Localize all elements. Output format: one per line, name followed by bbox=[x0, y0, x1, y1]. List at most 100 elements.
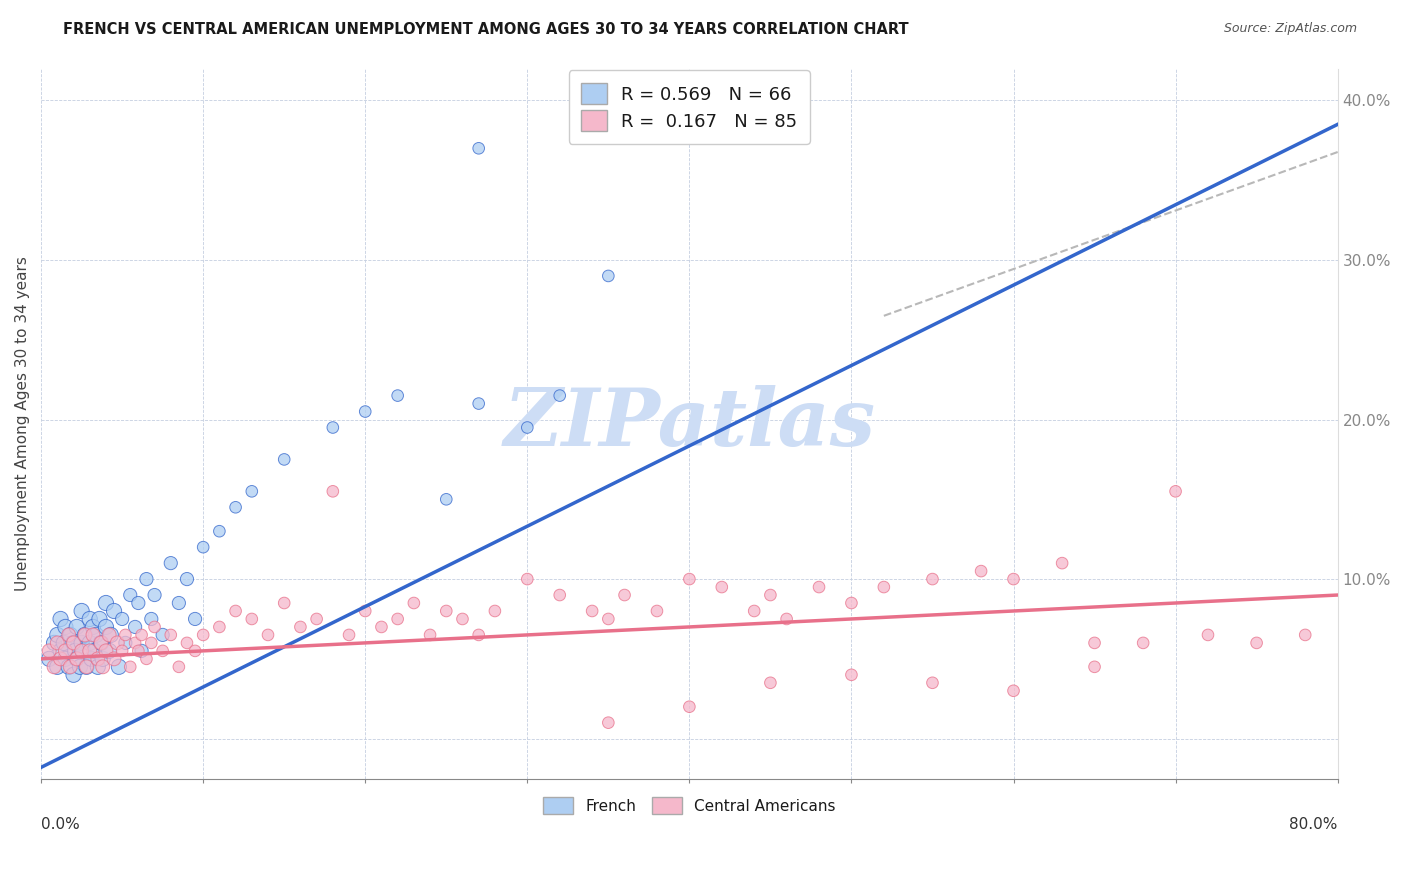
Point bbox=[387, 388, 409, 402]
Point bbox=[141, 636, 163, 650]
Point bbox=[193, 540, 215, 554]
Point bbox=[759, 588, 782, 602]
Point bbox=[775, 612, 797, 626]
Legend: French, Central Americans: French, Central Americans bbox=[537, 790, 842, 821]
Point bbox=[111, 612, 134, 626]
Point bbox=[841, 668, 863, 682]
Point bbox=[152, 644, 174, 658]
Point bbox=[290, 620, 312, 634]
Text: Source: ZipAtlas.com: Source: ZipAtlas.com bbox=[1223, 22, 1357, 36]
Point bbox=[434, 604, 457, 618]
Point bbox=[240, 612, 263, 626]
Point bbox=[79, 612, 101, 626]
Point bbox=[548, 588, 571, 602]
Point bbox=[613, 588, 636, 602]
Point bbox=[402, 596, 425, 610]
Point bbox=[103, 604, 125, 618]
Point bbox=[124, 620, 146, 634]
Point bbox=[678, 699, 700, 714]
Point bbox=[548, 388, 571, 402]
Point bbox=[873, 580, 896, 594]
Point bbox=[72, 644, 94, 658]
Text: 0.0%: 0.0% bbox=[41, 817, 80, 832]
Point bbox=[82, 620, 104, 634]
Point bbox=[100, 628, 122, 642]
Point bbox=[90, 636, 112, 650]
Point bbox=[467, 628, 489, 642]
Point bbox=[76, 660, 98, 674]
Point bbox=[167, 596, 190, 610]
Point bbox=[66, 620, 89, 634]
Point bbox=[135, 652, 157, 666]
Point bbox=[921, 675, 943, 690]
Point bbox=[87, 660, 110, 674]
Point bbox=[970, 564, 993, 578]
Point bbox=[759, 675, 782, 690]
Point bbox=[91, 652, 114, 666]
Point bbox=[337, 628, 360, 642]
Point bbox=[55, 644, 77, 658]
Point bbox=[80, 652, 103, 666]
Point bbox=[46, 636, 69, 650]
Point bbox=[66, 652, 89, 666]
Y-axis label: Unemployment Among Ages 30 to 34 years: Unemployment Among Ages 30 to 34 years bbox=[15, 256, 30, 591]
Point bbox=[69, 660, 91, 674]
Point bbox=[120, 660, 142, 674]
Point bbox=[1246, 636, 1268, 650]
Point bbox=[598, 268, 620, 283]
Point bbox=[94, 620, 117, 634]
Point bbox=[581, 604, 603, 618]
Point bbox=[98, 644, 121, 658]
Point bbox=[354, 404, 377, 418]
Point bbox=[52, 636, 75, 650]
Point bbox=[322, 484, 344, 499]
Point bbox=[1050, 556, 1073, 570]
Point bbox=[598, 612, 620, 626]
Point bbox=[176, 636, 198, 650]
Point bbox=[38, 644, 60, 658]
Point bbox=[467, 396, 489, 410]
Point bbox=[114, 628, 136, 642]
Point bbox=[419, 628, 441, 642]
Point bbox=[124, 636, 146, 650]
Point bbox=[55, 652, 77, 666]
Point bbox=[90, 636, 112, 650]
Point bbox=[58, 660, 80, 674]
Text: FRENCH VS CENTRAL AMERICAN UNEMPLOYMENT AMONG AGES 30 TO 34 YEARS CORRELATION CH: FRENCH VS CENTRAL AMERICAN UNEMPLOYMENT … bbox=[63, 22, 908, 37]
Point bbox=[135, 572, 157, 586]
Point bbox=[841, 596, 863, 610]
Point bbox=[176, 572, 198, 586]
Point bbox=[1002, 683, 1025, 698]
Point bbox=[105, 636, 128, 650]
Point bbox=[59, 660, 82, 674]
Point bbox=[1083, 636, 1105, 650]
Point bbox=[208, 620, 231, 634]
Point bbox=[94, 644, 117, 658]
Point bbox=[62, 636, 84, 650]
Point bbox=[98, 628, 121, 642]
Point bbox=[89, 612, 111, 626]
Point bbox=[73, 628, 96, 642]
Point bbox=[127, 596, 149, 610]
Point bbox=[143, 620, 166, 634]
Point bbox=[484, 604, 506, 618]
Point bbox=[58, 628, 80, 642]
Point bbox=[240, 484, 263, 499]
Point bbox=[59, 628, 82, 642]
Point bbox=[62, 668, 84, 682]
Point bbox=[131, 628, 153, 642]
Point bbox=[143, 588, 166, 602]
Point bbox=[225, 500, 247, 515]
Point bbox=[152, 628, 174, 642]
Point bbox=[184, 644, 207, 658]
Point bbox=[387, 612, 409, 626]
Point bbox=[120, 588, 142, 602]
Point bbox=[808, 580, 831, 594]
Point bbox=[1002, 572, 1025, 586]
Point bbox=[73, 628, 96, 642]
Point bbox=[70, 604, 93, 618]
Point bbox=[141, 612, 163, 626]
Text: ZIPatlas: ZIPatlas bbox=[503, 384, 876, 462]
Point bbox=[62, 636, 84, 650]
Point bbox=[1164, 484, 1187, 499]
